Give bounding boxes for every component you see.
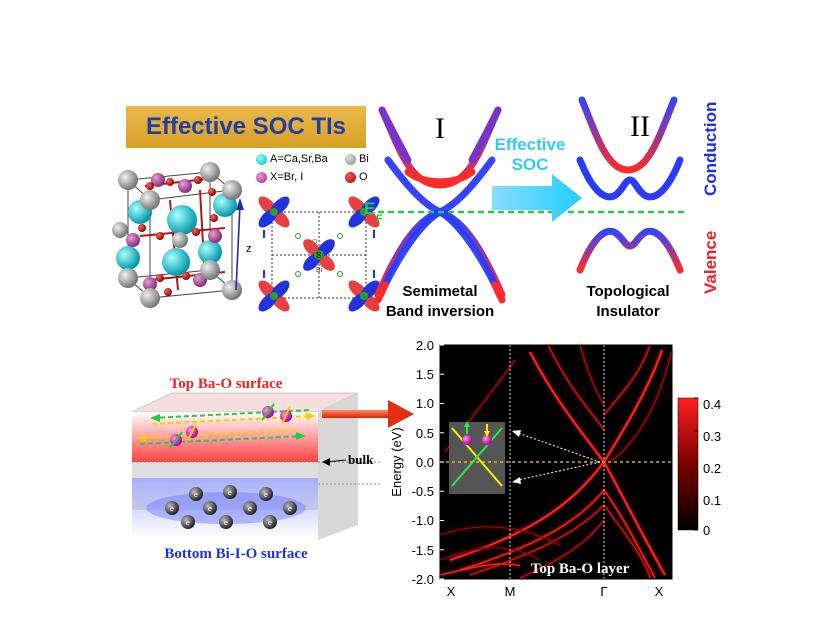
- legend-bi: Bi: [359, 153, 369, 165]
- dirac-cone-inset: [449, 421, 505, 494]
- z-axis-arrow: [235, 198, 244, 291]
- electron-label: e: [224, 520, 228, 527]
- conduction-label: Conduction: [701, 102, 720, 196]
- spectral-band: [547, 344, 605, 431]
- electron-label: e: [228, 490, 232, 497]
- electron-label: e: [186, 520, 190, 527]
- y-tick-label: 1.5: [416, 367, 434, 382]
- spectral-band: [439, 563, 521, 576]
- top-surface-label: Top Ba-O surface: [170, 376, 283, 392]
- spectral-band: [603, 489, 656, 579]
- electron-label: e: [170, 506, 174, 513]
- phase-two-label: II: [630, 110, 650, 143]
- electron-label: e: [208, 506, 212, 513]
- orbital-diagram: [258, 196, 380, 312]
- bi-dot: [345, 154, 356, 165]
- spectral-band: [603, 504, 651, 579]
- valence-label: Valence: [701, 231, 720, 294]
- ti-caption-line2: Insulator: [596, 303, 660, 320]
- fermi-level-sub: F: [376, 213, 383, 225]
- y-tick-label: -1.0: [412, 513, 434, 528]
- y-tick-label: -1.5: [412, 543, 434, 558]
- x-tick-label: M: [505, 584, 516, 599]
- semimetal-caption-line2: Band inversion: [386, 303, 494, 320]
- y-tick-label: 0.0: [416, 455, 434, 470]
- x-site-dot: [256, 172, 267, 183]
- electron-label: e: [288, 506, 292, 513]
- orbital-bi-label: Bi: [316, 267, 323, 274]
- spectral-band: [519, 519, 605, 579]
- semimetal-caption-line1: Semimetal: [402, 283, 477, 300]
- z-axis-label: z: [246, 243, 252, 255]
- colorbar-tick-label: 0.2: [703, 461, 721, 476]
- colorbar-ticks: [694, 397, 698, 531]
- spectral-band: [609, 349, 673, 463]
- effective-soc-line1: Effective: [495, 135, 566, 154]
- electron-label: e: [264, 492, 268, 499]
- spectral-band: [603, 461, 666, 576]
- legend-a-site: A=Ca,Sr,Ba: [270, 153, 328, 165]
- y-tick-label: -2.0: [412, 572, 434, 587]
- y-tick-label: 0.5: [416, 426, 434, 441]
- fermi-level-label: E: [364, 199, 375, 218]
- y-tick-label: -0.5: [412, 484, 434, 499]
- colorbar-tick-label: 0.3: [703, 429, 721, 444]
- electron-label: e: [248, 506, 252, 513]
- phase-one-label: I: [435, 112, 445, 145]
- spectral-band: [529, 351, 605, 463]
- colorbar: [677, 397, 699, 531]
- orbital-o-label: O: [312, 239, 318, 246]
- bulk-label: bulk: [348, 452, 374, 467]
- spectral-band: [603, 344, 651, 416]
- spectral-plot: [439, 344, 674, 580]
- orbital-s-label: S: [316, 251, 322, 260]
- spectral-band: [439, 547, 541, 561]
- plot-annotation: Top Ba-O layer: [531, 561, 630, 577]
- x-tick-label: Γ: [600, 584, 607, 599]
- bottom-surface-label: Bottom Bi-I-O surface: [164, 546, 308, 562]
- spectral-band: [579, 344, 605, 406]
- legend-o: O: [359, 171, 368, 183]
- spectral-band: [603, 349, 664, 463]
- spectral-band: [439, 526, 561, 546]
- colorbar-tick-label: 0.4: [703, 397, 721, 412]
- colorbar-tick-label: 0.1: [703, 493, 721, 508]
- electron-label: e: [194, 492, 198, 499]
- colorbar-tick-label: 0: [703, 523, 710, 538]
- electron-label: e: [268, 520, 272, 527]
- crystal-structure: [112, 162, 242, 308]
- a-site-dot: [256, 154, 267, 165]
- ti-caption-line1: Topological: [586, 283, 669, 300]
- x-tick-label: X: [447, 584, 456, 599]
- x-tick-label: X: [655, 584, 664, 599]
- spectral-band: [459, 489, 605, 571]
- figure-title: Effective SOC TIs: [126, 106, 366, 148]
- spectral-bands: [439, 344, 674, 580]
- y-tick-label: 1.0: [416, 396, 434, 411]
- y-tick-label: 2.0: [416, 338, 434, 353]
- legend-x-site: X=Br, I: [270, 171, 304, 183]
- spectral-band: [469, 504, 605, 576]
- band-diagram: [374, 96, 686, 304]
- y-axis-label: Energy (eV): [389, 427, 404, 496]
- effective-soc-line2: SOC: [512, 155, 549, 174]
- o-dot: [345, 172, 356, 183]
- y-tick-marks: [440, 344, 444, 580]
- bottom-electrons: [165, 485, 297, 529]
